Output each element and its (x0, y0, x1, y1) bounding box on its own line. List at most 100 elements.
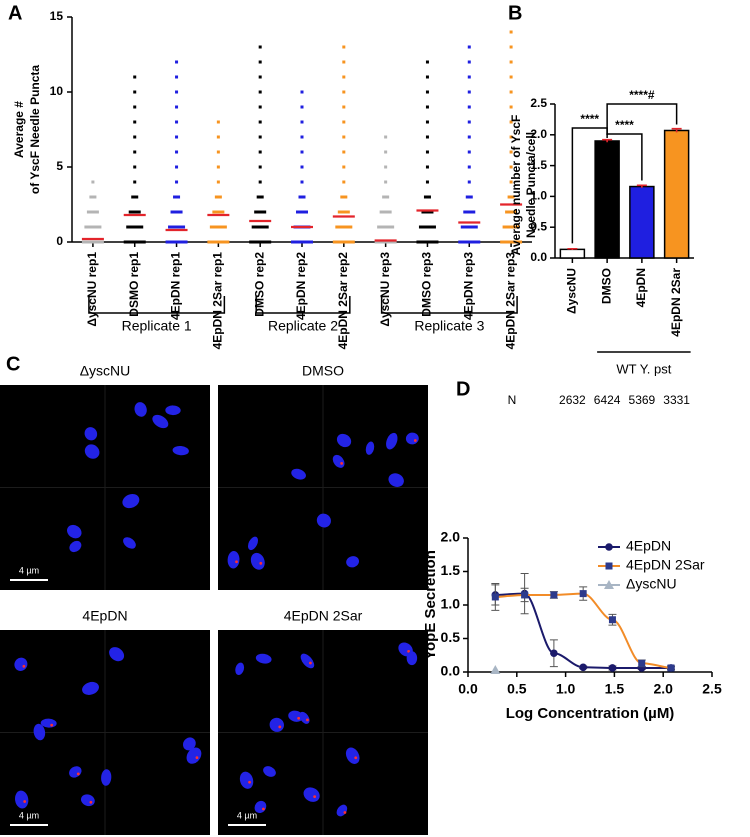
marker (608, 664, 617, 672)
error-bar (567, 247, 578, 250)
data-point (89, 195, 97, 199)
data-point (332, 240, 355, 244)
data-point (133, 105, 137, 109)
y-tick-label: 0.5 (441, 629, 461, 645)
data-point (505, 210, 518, 214)
x-tick-label: 2.5 (702, 681, 722, 697)
data-point (128, 210, 141, 214)
data-point (216, 120, 220, 124)
data-point (216, 135, 220, 139)
data-point (425, 90, 429, 94)
data-point (133, 90, 137, 94)
cell (165, 405, 181, 416)
bar (594, 140, 620, 259)
cell (291, 468, 306, 480)
data-point (465, 195, 473, 199)
data-point (379, 210, 392, 214)
y-tick-label: 2.5 (530, 96, 547, 110)
data-point (258, 45, 262, 49)
data-point (421, 210, 434, 214)
marker (521, 591, 529, 599)
puncta (23, 800, 27, 803)
significance-label: **** (615, 118, 634, 132)
puncta (343, 811, 347, 814)
puncta (235, 560, 238, 564)
image-title: DMSO (302, 363, 344, 379)
cell (183, 737, 196, 751)
data-point (509, 105, 513, 109)
puncta (407, 650, 410, 653)
y-tick-label: 5 (56, 159, 63, 173)
cell (122, 493, 140, 509)
cell (406, 651, 418, 666)
data-point (502, 225, 520, 229)
image-title: 4EpDN 2Sar (284, 608, 363, 624)
cell (316, 513, 331, 528)
group-bracket (255, 296, 351, 314)
data-point (300, 165, 304, 169)
data-point (216, 165, 220, 169)
data-point (165, 240, 188, 244)
significance-bracket (606, 133, 643, 181)
cell (247, 536, 258, 551)
data-point (300, 150, 304, 154)
data-point (509, 135, 513, 139)
puncta (354, 756, 358, 760)
data-point (300, 135, 304, 139)
x-tick-label: DMSO rep2 (252, 252, 266, 317)
data-point (423, 195, 431, 199)
y-axis-label: Average number of YscF (509, 115, 523, 256)
x-tick-label: 4EpDN rep1 (169, 252, 183, 320)
data-point (425, 135, 429, 139)
cell (67, 524, 82, 539)
cell (109, 647, 125, 662)
puncta (262, 807, 265, 811)
group-bracket (380, 296, 518, 314)
cell (101, 769, 112, 786)
x-tick-label: 4EpDN (634, 268, 648, 307)
data-point (91, 180, 95, 184)
data-point (337, 210, 350, 214)
data-point (342, 150, 346, 154)
data-point (342, 120, 346, 124)
data-point (258, 90, 262, 94)
data-point (342, 60, 346, 64)
bar (629, 185, 655, 259)
data-point (175, 150, 179, 154)
data-point (467, 180, 471, 184)
data-point (170, 210, 183, 214)
x-tick-label: DMSO rep3 (420, 252, 434, 317)
micrograph-grid (218, 385, 428, 590)
data-point (509, 120, 513, 124)
data-point (467, 135, 471, 139)
x-tick-label: 0.5 (507, 681, 527, 697)
puncta (76, 772, 80, 776)
cell (346, 556, 360, 568)
n-value: 3331 (663, 393, 690, 407)
data-point (425, 165, 429, 169)
data-point (81, 240, 104, 244)
data-point (507, 195, 515, 199)
x-tick-label: DSMO rep1 (127, 252, 141, 317)
data-point (425, 60, 429, 64)
panel-letter: B (508, 2, 522, 24)
y-tick-label: 10 (50, 84, 64, 98)
data-point (258, 105, 262, 109)
x-tick-label: 2.0 (653, 681, 673, 697)
micrograph-grid (218, 630, 428, 835)
data-point (340, 195, 348, 199)
data-point (254, 210, 267, 214)
marker (667, 664, 675, 672)
legend-label: 4EpDN 2Sar (626, 557, 705, 573)
data-point (425, 180, 429, 184)
marker (604, 580, 614, 589)
y-tick-label: 1.5 (441, 562, 461, 578)
cell (386, 432, 398, 450)
data-point (216, 150, 220, 154)
legend-label: 4EpDN (626, 538, 671, 554)
cell (345, 747, 360, 764)
data-point (509, 90, 513, 94)
data-point (418, 225, 436, 229)
puncta (413, 439, 417, 442)
x-tick-label: 4EpDN rep3 (461, 252, 475, 320)
